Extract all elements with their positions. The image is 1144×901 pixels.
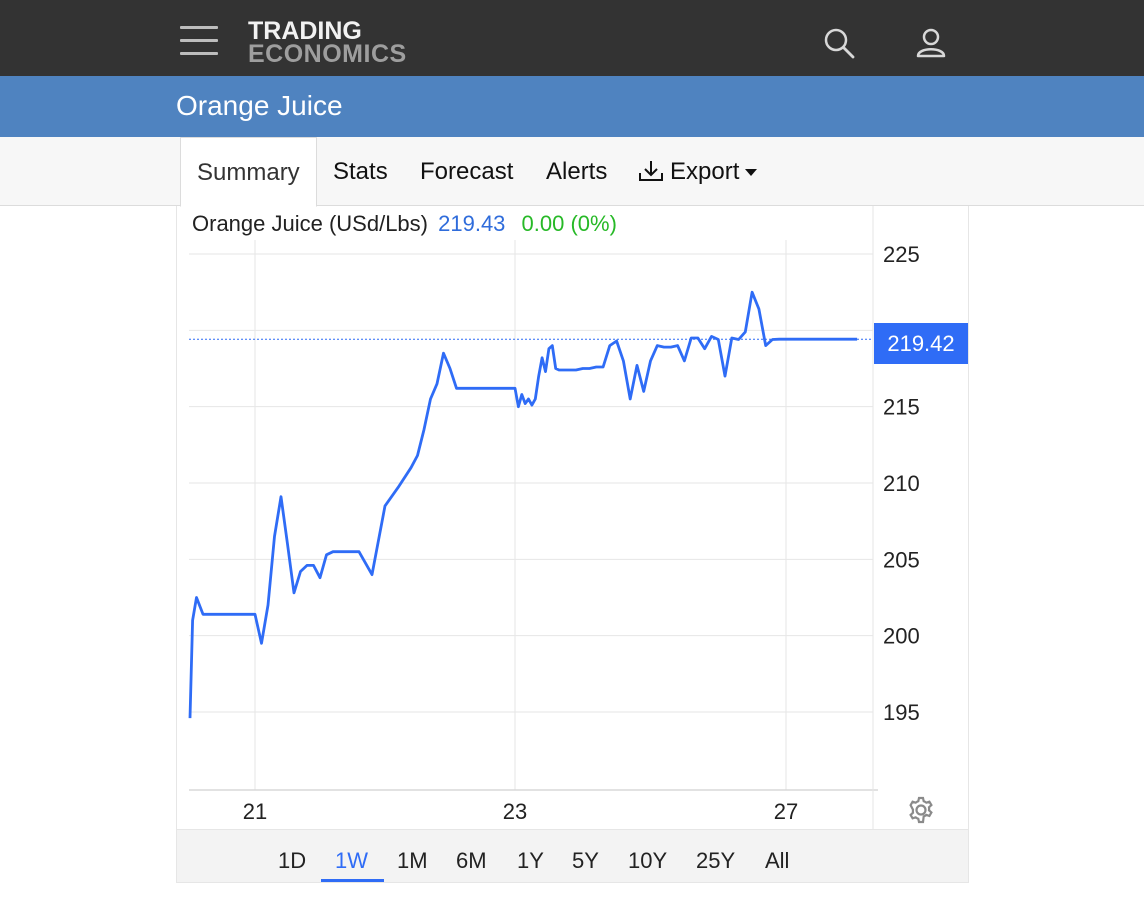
legend-change: 0.00 (0%) — [521, 211, 617, 236]
y-tick-label: 215 — [883, 395, 920, 420]
gear-icon[interactable] — [906, 795, 936, 825]
range-all[interactable]: All — [765, 848, 790, 873]
top-navigation-bar: TRADING ECONOMICS — [0, 0, 1144, 76]
y-tick-label: 195 — [883, 700, 920, 725]
range-1w[interactable]: 1W — [335, 848, 368, 873]
tab-bar: Summary Stats Forecast Alerts Export — [0, 137, 1144, 207]
export-label: Export — [670, 158, 740, 185]
y-tick-label: 205 — [883, 547, 920, 572]
x-tick-label: 27 — [774, 799, 798, 824]
logo-line-1: TRADING — [248, 17, 362, 45]
y-tick-label: 225 — [883, 242, 920, 267]
tab-alerts[interactable]: Alerts — [546, 158, 608, 185]
menu-icon[interactable] — [180, 26, 218, 56]
range-selector: 1D 1W 1M 6M 1Y 5Y 10Y 25Y All — [177, 829, 968, 882]
range-1m[interactable]: 1M — [397, 848, 428, 873]
last-price-tag: 219.42 — [874, 323, 968, 364]
chart-grid — [189, 206, 878, 829]
range-5y[interactable]: 5Y — [572, 848, 599, 873]
logo[interactable]: TRADING ECONOMICS — [248, 17, 407, 68]
user-icon[interactable] — [914, 26, 948, 60]
title-bar — [0, 76, 1144, 137]
legend-series-name: Orange Juice (USd/Lbs) — [192, 211, 428, 236]
tab-stats[interactable]: Stats — [333, 158, 388, 185]
logo-line-2: ECONOMICS — [248, 40, 407, 68]
y-tick-label: 200 — [883, 624, 920, 649]
chevron-down-icon — [745, 169, 758, 177]
search-icon[interactable] — [822, 26, 856, 60]
active-range-indicator — [321, 879, 384, 882]
chart-panel — [176, 206, 969, 883]
series-line — [188, 290, 858, 719]
range-25y[interactable]: 25Y — [696, 848, 736, 873]
x-axis-ticks: 21 23 27 — [243, 799, 798, 824]
tab-forecast[interactable]: Forecast — [420, 158, 514, 185]
download-icon — [639, 160, 663, 181]
range-1d[interactable]: 1D — [278, 848, 307, 873]
y-axis-ticks: 195 200 205 210 215 225 — [883, 242, 920, 725]
range-6m[interactable]: 6M — [456, 848, 487, 873]
x-tick-label: 23 — [503, 799, 527, 824]
page-title: Orange Juice — [176, 90, 343, 121]
x-tick-label: 21 — [243, 799, 267, 824]
tab-export[interactable]: Export — [638, 137, 758, 206]
y-tick-label: 210 — [883, 471, 920, 496]
range-10y[interactable]: 10Y — [628, 848, 668, 873]
tab-summary[interactable]: Summary — [180, 137, 317, 207]
legend-price: 219.43 — [438, 211, 506, 236]
range-1y[interactable]: 1Y — [517, 848, 544, 873]
chart-legend: Orange Juice (USd/Lbs) 219.43 0.00 (0%) — [192, 211, 617, 237]
